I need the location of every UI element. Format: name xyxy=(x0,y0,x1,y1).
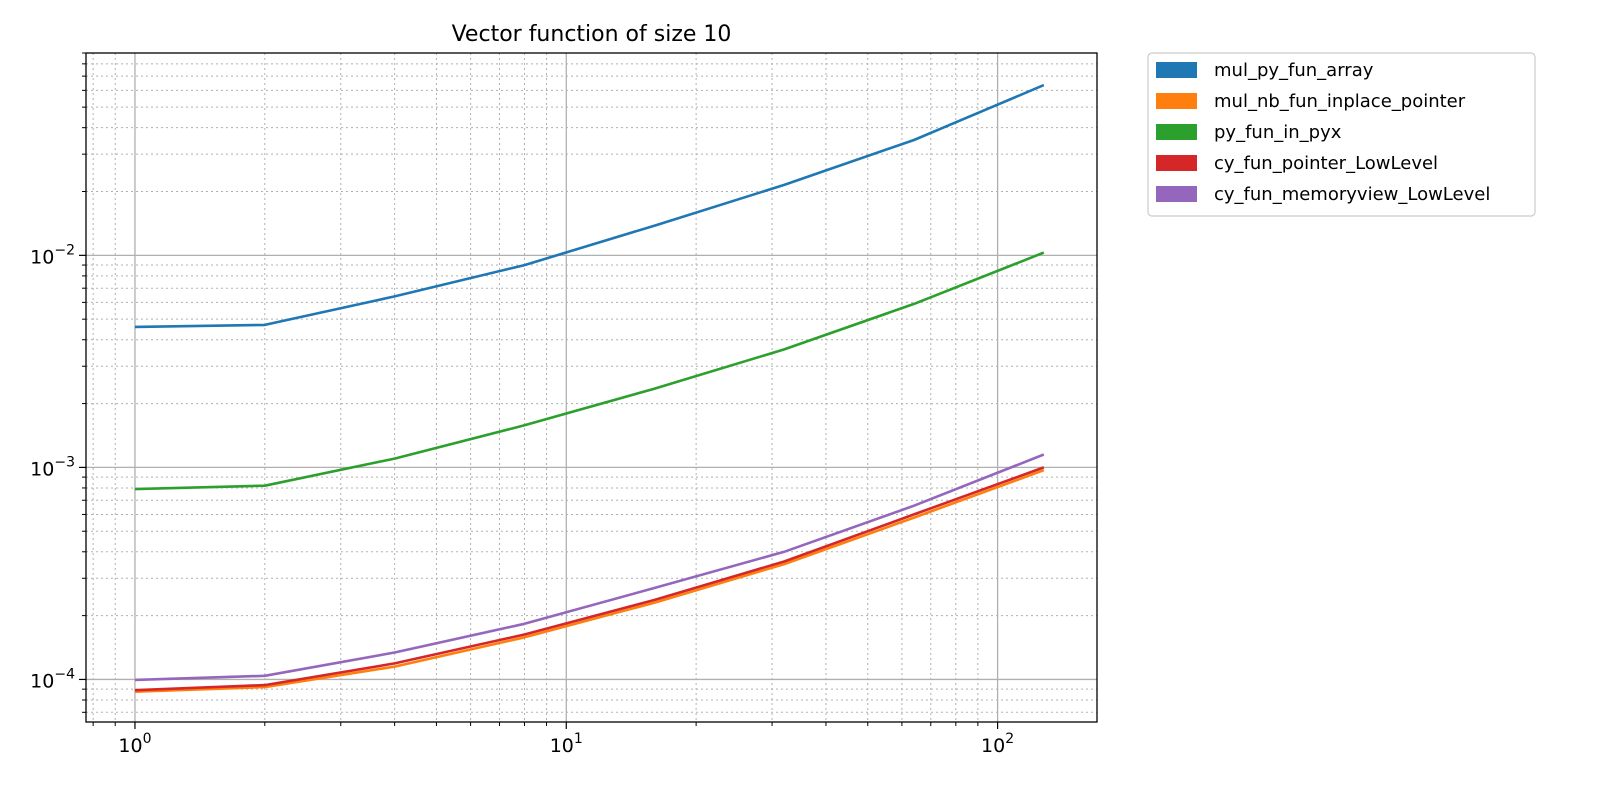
legend-label: mul_py_fun_array xyxy=(1214,60,1374,81)
legend-swatch xyxy=(1156,124,1197,140)
chart-title: Vector function of size 10 xyxy=(452,22,732,47)
legend-swatch xyxy=(1156,62,1197,78)
legend-label: py_fun_in_pyx xyxy=(1214,122,1342,143)
x-tick-label: 102 xyxy=(981,731,1014,757)
series-line-cy_fun_pointer_LowLevel xyxy=(134,466,1045,692)
legend-label: mul_nb_fun_inplace_pointer xyxy=(1214,91,1466,112)
legend-box xyxy=(1147,52,1536,217)
legend-swatch xyxy=(1156,186,1197,202)
legend-label: cy_fun_pointer_LowLevel xyxy=(1214,153,1438,174)
y-tick-label: 10−3 xyxy=(30,454,75,480)
legend-label: cy_fun_memoryview_LowLevel xyxy=(1214,184,1490,205)
x-tick-label: 100 xyxy=(118,731,151,757)
axis-ticks xyxy=(79,52,999,729)
series-lines xyxy=(134,83,1045,693)
major-grid xyxy=(86,53,1097,722)
series-line-cy_fun_memoryview_LowLevel xyxy=(134,453,1045,682)
series-line-mul_py_fun_array xyxy=(134,83,1045,329)
legend: mul_py_fun_array mul_nb_fun_inplace_point… xyxy=(1147,52,1536,217)
axes-frame xyxy=(85,52,1098,723)
tick-labels: 100 101 102 10−4 10−3 10−2 xyxy=(30,242,1014,757)
x-tick-label: 101 xyxy=(550,731,583,757)
y-tick-label: 10−2 xyxy=(30,242,75,268)
series-line-py_fun_in_pyx xyxy=(134,251,1045,491)
minor-grid xyxy=(86,52,1097,722)
legend-swatch xyxy=(1156,155,1197,171)
legend-swatch xyxy=(1156,93,1197,109)
y-tick-label: 10−4 xyxy=(30,666,75,692)
series-line-mul_nb_fun_inplace_pointer xyxy=(134,468,1045,693)
